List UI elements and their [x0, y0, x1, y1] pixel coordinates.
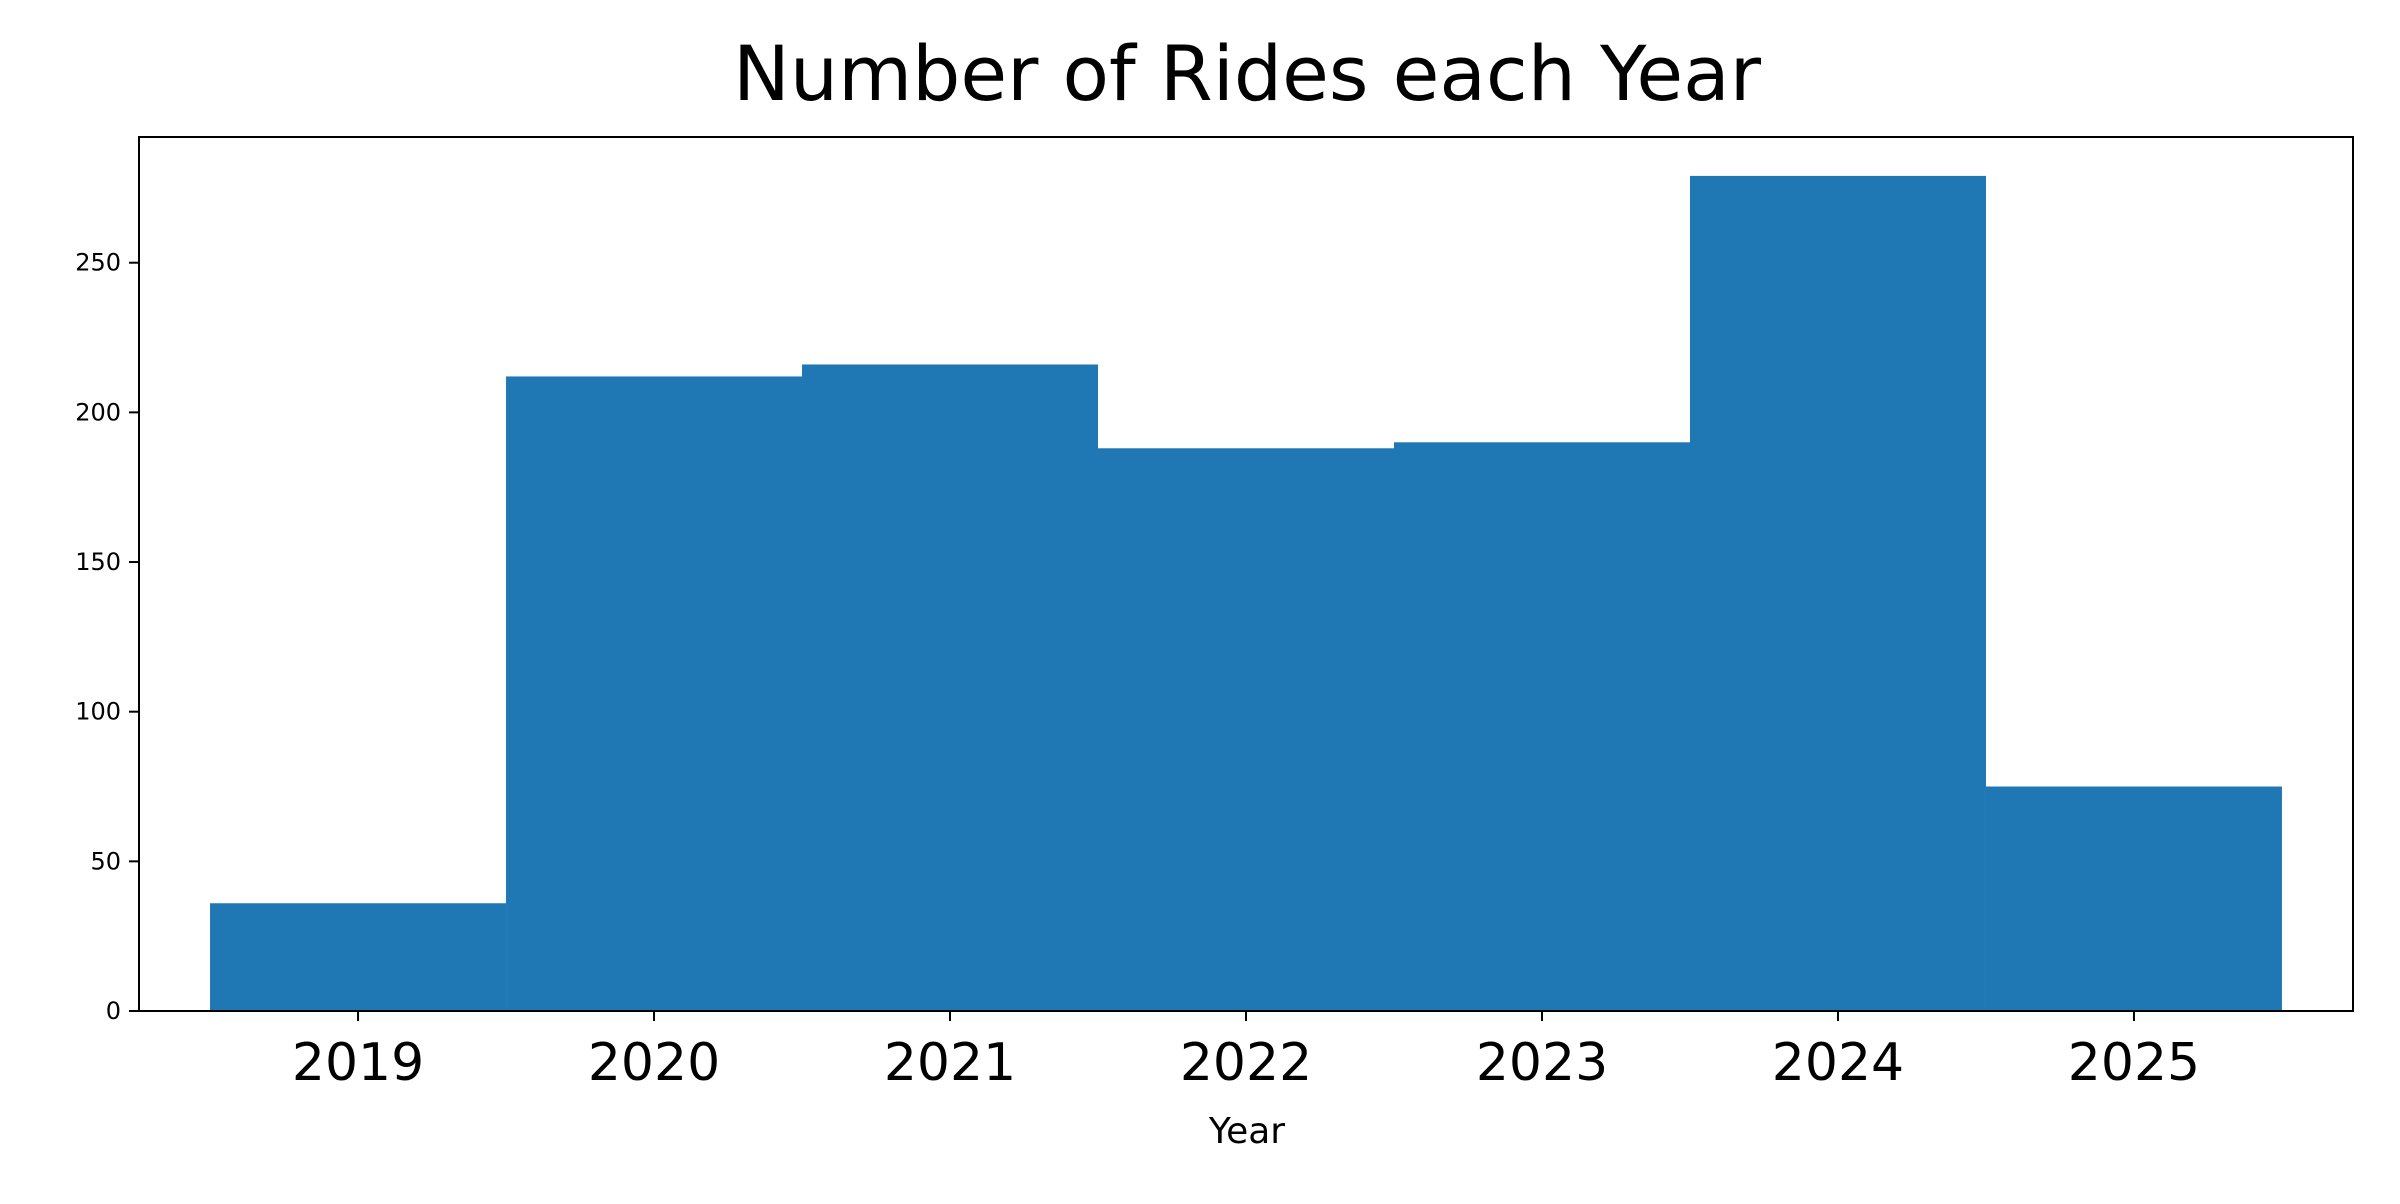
bar-2020 — [506, 376, 803, 1012]
x-tick-label-2020: 2020 — [588, 1033, 720, 1093]
x-axis: 2019 2020 2021 2022 2023 2024 2025 — [292, 1011, 2200, 1093]
x-tick-label-2025: 2025 — [2068, 1033, 2200, 1093]
bars-layer — [210, 175, 2282, 1012]
y-tick-label-200: 200 — [75, 398, 121, 426]
chart-title: Number of Rides each Year — [733, 29, 1762, 118]
x-axis-label: Year — [1208, 1111, 1285, 1152]
y-tick-label-250: 250 — [75, 249, 121, 277]
y-tick-label-100: 100 — [75, 698, 121, 726]
bar-2025 — [1985, 786, 2282, 1011]
x-tick-label-2019: 2019 — [292, 1033, 424, 1093]
y-tick-label-0: 0 — [106, 997, 121, 1025]
plot-frame — [138, 136, 2354, 1012]
bar-2019 — [210, 903, 507, 1011]
y-tick-label-150: 150 — [75, 548, 121, 576]
x-tick-label-2023: 2023 — [1476, 1033, 1608, 1093]
bar-2024 — [1689, 175, 1986, 1012]
bar-2022 — [1098, 448, 1394, 1011]
y-tick-label-50: 50 — [90, 847, 121, 875]
x-tick-label-2022: 2022 — [1180, 1033, 1312, 1093]
y-axis: 0 50 100 150 200 250 — [75, 249, 139, 1025]
x-tick-label-2021: 2021 — [884, 1033, 1016, 1093]
bar-2023 — [1393, 442, 1690, 1011]
x-tick-label-2024: 2024 — [1772, 1033, 1904, 1093]
bar-2021 — [802, 364, 1099, 1011]
